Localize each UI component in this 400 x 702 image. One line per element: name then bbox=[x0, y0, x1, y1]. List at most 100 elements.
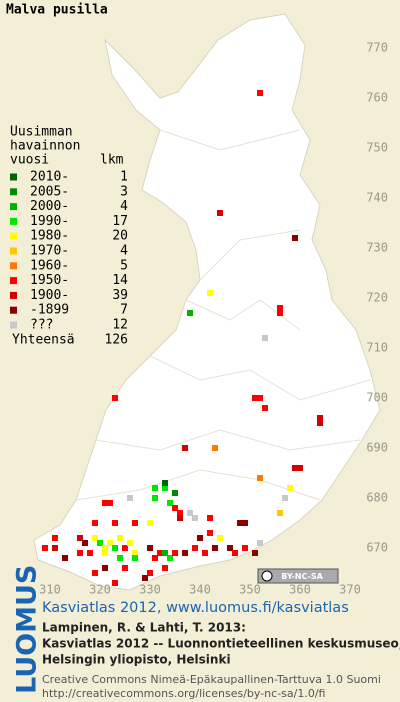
legend-swatch bbox=[10, 291, 17, 299]
observation bbox=[282, 495, 288, 501]
observation bbox=[167, 555, 173, 561]
y-tick-label: 720 bbox=[366, 291, 388, 305]
observation bbox=[92, 570, 98, 576]
observation bbox=[127, 540, 133, 546]
x-tick-label: 320 bbox=[89, 583, 111, 597]
legend-label: ??? bbox=[30, 318, 53, 333]
y-tick-label: 760 bbox=[366, 91, 388, 105]
legend-swatch bbox=[10, 203, 17, 211]
legend-swatch bbox=[10, 247, 17, 255]
map-title: Malva pusilla bbox=[6, 3, 108, 18]
observation bbox=[102, 500, 108, 506]
observation bbox=[277, 510, 283, 516]
license-line[interactable]: http://creativecommons.org/licenses/by-n… bbox=[42, 687, 325, 700]
observation bbox=[202, 550, 208, 556]
border bbox=[159, 129, 301, 151]
legend-swatch bbox=[10, 232, 17, 240]
border bbox=[149, 355, 371, 401]
legend-count: 1 bbox=[120, 170, 128, 185]
observation bbox=[92, 535, 98, 541]
observation bbox=[142, 575, 148, 581]
legend-count: 5 bbox=[120, 258, 128, 273]
observation bbox=[237, 520, 243, 526]
legend-count-heading: lkm bbox=[100, 153, 124, 168]
legend-count: 14 bbox=[112, 273, 128, 288]
legend-total-label: Yhteensä bbox=[12, 332, 75, 347]
border bbox=[95, 429, 361, 451]
observation bbox=[147, 520, 153, 526]
observation bbox=[252, 395, 258, 401]
atlas-link[interactable]: Kasviatlas 2012, www.luomus.fi/kasviatla… bbox=[42, 600, 349, 616]
observation bbox=[172, 490, 178, 496]
legend-swatch bbox=[10, 306, 17, 314]
observation bbox=[207, 290, 213, 296]
cc-icon bbox=[261, 570, 273, 582]
x-tick-label: 350 bbox=[239, 583, 261, 597]
observation bbox=[207, 515, 213, 521]
legend-count: 4 bbox=[120, 244, 128, 259]
y-tick-label: 740 bbox=[366, 191, 388, 205]
observation bbox=[252, 550, 258, 556]
observation bbox=[192, 515, 198, 521]
observation bbox=[122, 565, 128, 571]
observation bbox=[162, 480, 168, 486]
legend-swatch bbox=[10, 262, 17, 270]
observation bbox=[152, 495, 158, 501]
observation bbox=[82, 540, 88, 546]
legend-swatch bbox=[10, 277, 17, 285]
observation bbox=[177, 510, 183, 516]
border bbox=[199, 229, 301, 281]
observation bbox=[77, 550, 83, 556]
observation bbox=[147, 570, 153, 576]
observation bbox=[112, 545, 118, 551]
finland-outline bbox=[33, 13, 381, 591]
observation bbox=[162, 485, 168, 491]
legend-swatch bbox=[10, 173, 17, 181]
observation bbox=[132, 555, 138, 561]
y-tick-label: 750 bbox=[366, 141, 388, 155]
legend-swatch bbox=[10, 188, 17, 196]
legend-label: 1900- bbox=[30, 288, 69, 303]
observation bbox=[152, 555, 158, 561]
observation bbox=[112, 520, 118, 526]
observation bbox=[162, 565, 168, 571]
observation bbox=[97, 540, 103, 546]
observation bbox=[77, 535, 83, 541]
observation bbox=[197, 535, 203, 541]
x-tick-label: 310 bbox=[39, 583, 61, 597]
legend-label: 2005- bbox=[30, 184, 69, 199]
observation bbox=[172, 505, 178, 511]
legend-label: 1980- bbox=[30, 229, 69, 244]
observation bbox=[87, 550, 93, 556]
legend-count: 4 bbox=[120, 199, 128, 214]
observation bbox=[177, 515, 183, 521]
legend-heading: havainnon bbox=[10, 139, 80, 154]
observation bbox=[242, 520, 248, 526]
legend-label: 1960- bbox=[30, 258, 69, 273]
observation bbox=[172, 550, 178, 556]
y-tick-label: 690 bbox=[366, 441, 388, 455]
legend-label: 1990- bbox=[30, 214, 69, 229]
x-tick-label: 330 bbox=[139, 583, 161, 597]
legend-count: 20 bbox=[112, 229, 128, 244]
legend-count: 39 bbox=[112, 288, 128, 303]
observation bbox=[167, 500, 173, 506]
observation bbox=[62, 555, 68, 561]
observation bbox=[217, 535, 223, 541]
observation bbox=[192, 545, 198, 551]
observation bbox=[92, 520, 98, 526]
observation bbox=[122, 545, 128, 551]
x-tick-label: 370 bbox=[339, 583, 361, 597]
legend-count: 7 bbox=[120, 303, 128, 318]
observation bbox=[182, 550, 188, 556]
citation-line: Helsingin yliopisto, Helsinki bbox=[42, 653, 231, 667]
observation bbox=[52, 535, 58, 541]
observation bbox=[257, 475, 263, 481]
observation bbox=[317, 420, 323, 426]
legend-count: 12 bbox=[112, 318, 128, 333]
observation bbox=[42, 545, 48, 551]
legend-label: -1899 bbox=[30, 303, 69, 318]
observation bbox=[262, 405, 268, 411]
y-tick-label: 680 bbox=[366, 491, 388, 505]
